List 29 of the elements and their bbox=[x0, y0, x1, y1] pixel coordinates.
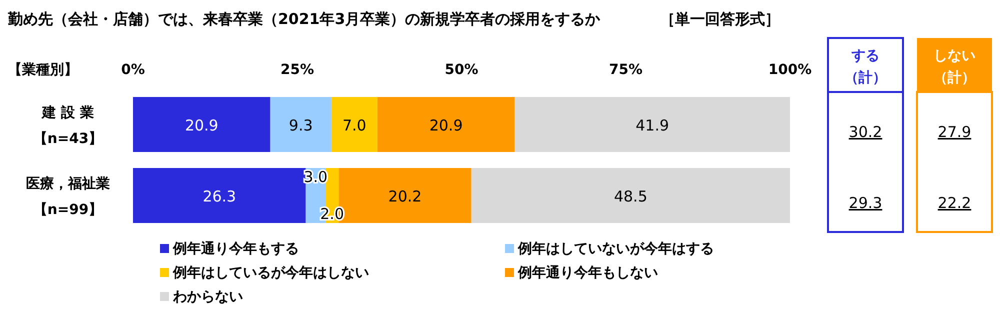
data-label: 9.3 bbox=[288, 116, 313, 134]
data-label: 20.2 bbox=[388, 188, 422, 206]
legend-item: 例年通り今年もする bbox=[160, 241, 299, 257]
text: 29.3 bbox=[848, 194, 882, 212]
data-label: 26.3 bbox=[202, 188, 236, 206]
text: する（計） bbox=[844, 48, 886, 86]
data-label: 41.9 bbox=[636, 116, 670, 134]
legend-item: 例年通り今年もしない bbox=[505, 265, 658, 281]
data-label: 7.0 bbox=[342, 116, 366, 134]
text: 30.2 bbox=[848, 123, 882, 141]
data-label: 20.9 bbox=[429, 116, 463, 134]
x-tick-label: 50% bbox=[444, 62, 478, 78]
text: しない（計） bbox=[934, 48, 976, 86]
text: 22.2 bbox=[938, 194, 972, 212]
legend-item: 例年はしていないが今年はする bbox=[505, 241, 714, 257]
text: 27.9 bbox=[938, 123, 972, 141]
data-label: 48.5 bbox=[614, 188, 648, 206]
x-tick-label: 0% bbox=[121, 62, 145, 78]
x-tick-label: 25% bbox=[280, 62, 314, 78]
y-axis-title: 【業種別】 bbox=[8, 62, 78, 78]
legend-item: わからない bbox=[160, 289, 243, 305]
x-tick-label: 75% bbox=[608, 62, 643, 78]
y-tick-label: 医療，福祉業【n=99】 bbox=[26, 175, 110, 218]
chart-title: 勤め先（会社・店舗）では、来春卒業（2021年3月卒業）の新規学卒者の採用をするか bbox=[7, 10, 602, 28]
chart-subtitle: ［単一回答形式］ bbox=[660, 10, 780, 28]
legend-item: 例年はしているが今年はしない bbox=[160, 265, 369, 281]
x-tick-label: 100% bbox=[768, 62, 812, 78]
data-label: 20.9 bbox=[184, 116, 218, 134]
y-tick-label: 建 設 業【n=43】 bbox=[33, 105, 103, 147]
